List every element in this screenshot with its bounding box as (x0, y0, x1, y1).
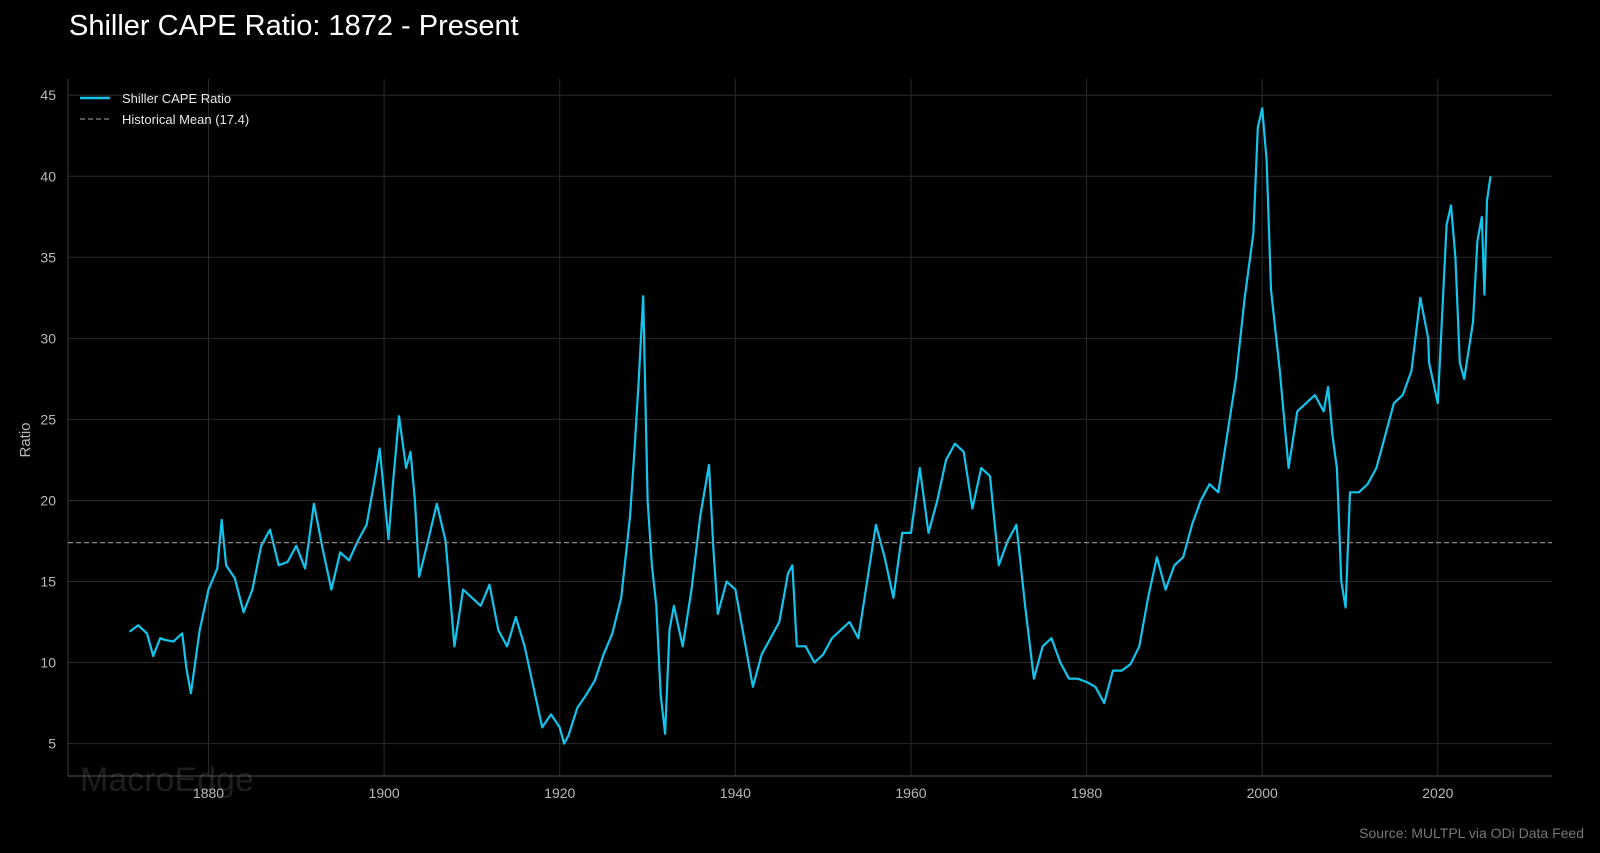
x-tick-label: 1880 (193, 785, 224, 801)
cape-series-line (128, 107, 1492, 745)
y-tick-label: 20 (40, 492, 56, 508)
y-axis-label: Ratio (17, 422, 34, 457)
x-tick-label: 1960 (895, 785, 926, 801)
x-tick-label: 1920 (544, 785, 575, 801)
legend: Shiller CAPE Ratio Historical Mean (17.4) (80, 91, 249, 127)
x-tick-label: 1940 (720, 785, 751, 801)
y-tick-label: 45 (40, 87, 56, 103)
y-tick-label: 5 (48, 736, 56, 752)
series-layer (68, 107, 1552, 745)
y-tick-label: 25 (40, 411, 56, 427)
x-tick-label: 1980 (1071, 785, 1102, 801)
x-tick-label: 2020 (1422, 785, 1453, 801)
grid-lines (68, 79, 1552, 776)
chart-title: Shiller CAPE Ratio: 1872 - Present (69, 10, 519, 42)
source-note: Source: MULTPL via ODi Data Feed (1359, 825, 1584, 841)
x-tick-label: 1900 (369, 785, 400, 801)
y-tick-label: 15 (40, 573, 56, 589)
x-tick-label: 2000 (1247, 785, 1278, 801)
y-tick-label: 30 (40, 330, 56, 346)
y-tick-label: 35 (40, 249, 56, 265)
axes: 5 10 15 20 25 30 35 40 45 1880 1900 1920 1940 1960 198… (40, 79, 1552, 801)
chart-watermark: MacroEdge (80, 761, 254, 799)
y-tick-label: 10 (40, 655, 56, 671)
y-tick-label: 40 (40, 168, 56, 184)
legend-label: Shiller CAPE Ratio (122, 91, 231, 106)
legend-label: Historical Mean (17.4) (122, 112, 249, 127)
